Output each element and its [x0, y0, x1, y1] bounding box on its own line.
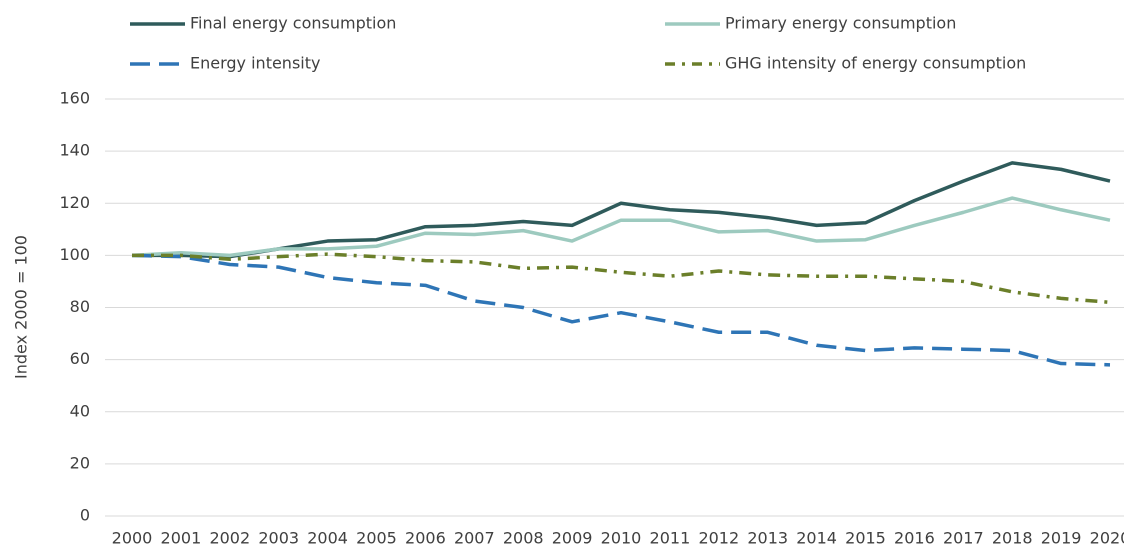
- y-axis-label: Index 2000 = 100: [12, 235, 31, 379]
- x-tick-label: 2009: [552, 529, 593, 547]
- x-tick-label: 2010: [601, 529, 642, 547]
- legend-label: Final energy consumption: [190, 14, 396, 33]
- x-tick-label: 2018: [992, 529, 1033, 547]
- x-tick-label: 2015: [845, 529, 886, 547]
- x-tick-label: 2020: [1090, 529, 1124, 547]
- y-tick-label: 160: [59, 89, 90, 108]
- x-tick-label: 2002: [209, 529, 250, 547]
- x-tick-label: 2017: [943, 529, 984, 547]
- series-line: [132, 161, 1111, 259]
- x-tick-label: 2003: [258, 529, 299, 547]
- y-tick-label: 60: [70, 349, 90, 368]
- series-line: [131, 253, 1111, 367]
- y-tick-label: 100: [59, 245, 90, 264]
- legend-label: Energy intensity: [190, 54, 320, 73]
- legend-label: GHG intensity of energy consumption: [725, 54, 1026, 73]
- y-tick-label: 80: [70, 297, 90, 316]
- y-tick-label: 120: [59, 193, 90, 212]
- x-tick-label: 2013: [747, 529, 788, 547]
- x-tick-label: 2001: [161, 529, 202, 547]
- x-tick-label: 2014: [796, 529, 837, 547]
- x-tick-label: 2006: [405, 529, 446, 547]
- y-tick-label: 140: [59, 141, 90, 160]
- x-tick-label: 2012: [698, 529, 739, 547]
- series-line: [131, 196, 1111, 258]
- x-tick-label: 2000: [112, 529, 153, 547]
- x-tick-label: 2019: [1041, 529, 1082, 547]
- x-tick-label: 2016: [894, 529, 935, 547]
- y-tick-label: 0: [80, 506, 90, 525]
- x-tick-label: 2007: [454, 529, 495, 547]
- y-tick-label: 40: [70, 401, 90, 420]
- y-tick-label: 20: [70, 453, 90, 472]
- series-line: [132, 252, 1111, 305]
- x-tick-label: 2011: [650, 529, 691, 547]
- legend-label: Primary energy consumption: [725, 14, 956, 33]
- x-tick-label: 2004: [307, 529, 348, 547]
- x-tick-label: 2005: [356, 529, 397, 547]
- x-tick-label: 2008: [503, 529, 544, 547]
